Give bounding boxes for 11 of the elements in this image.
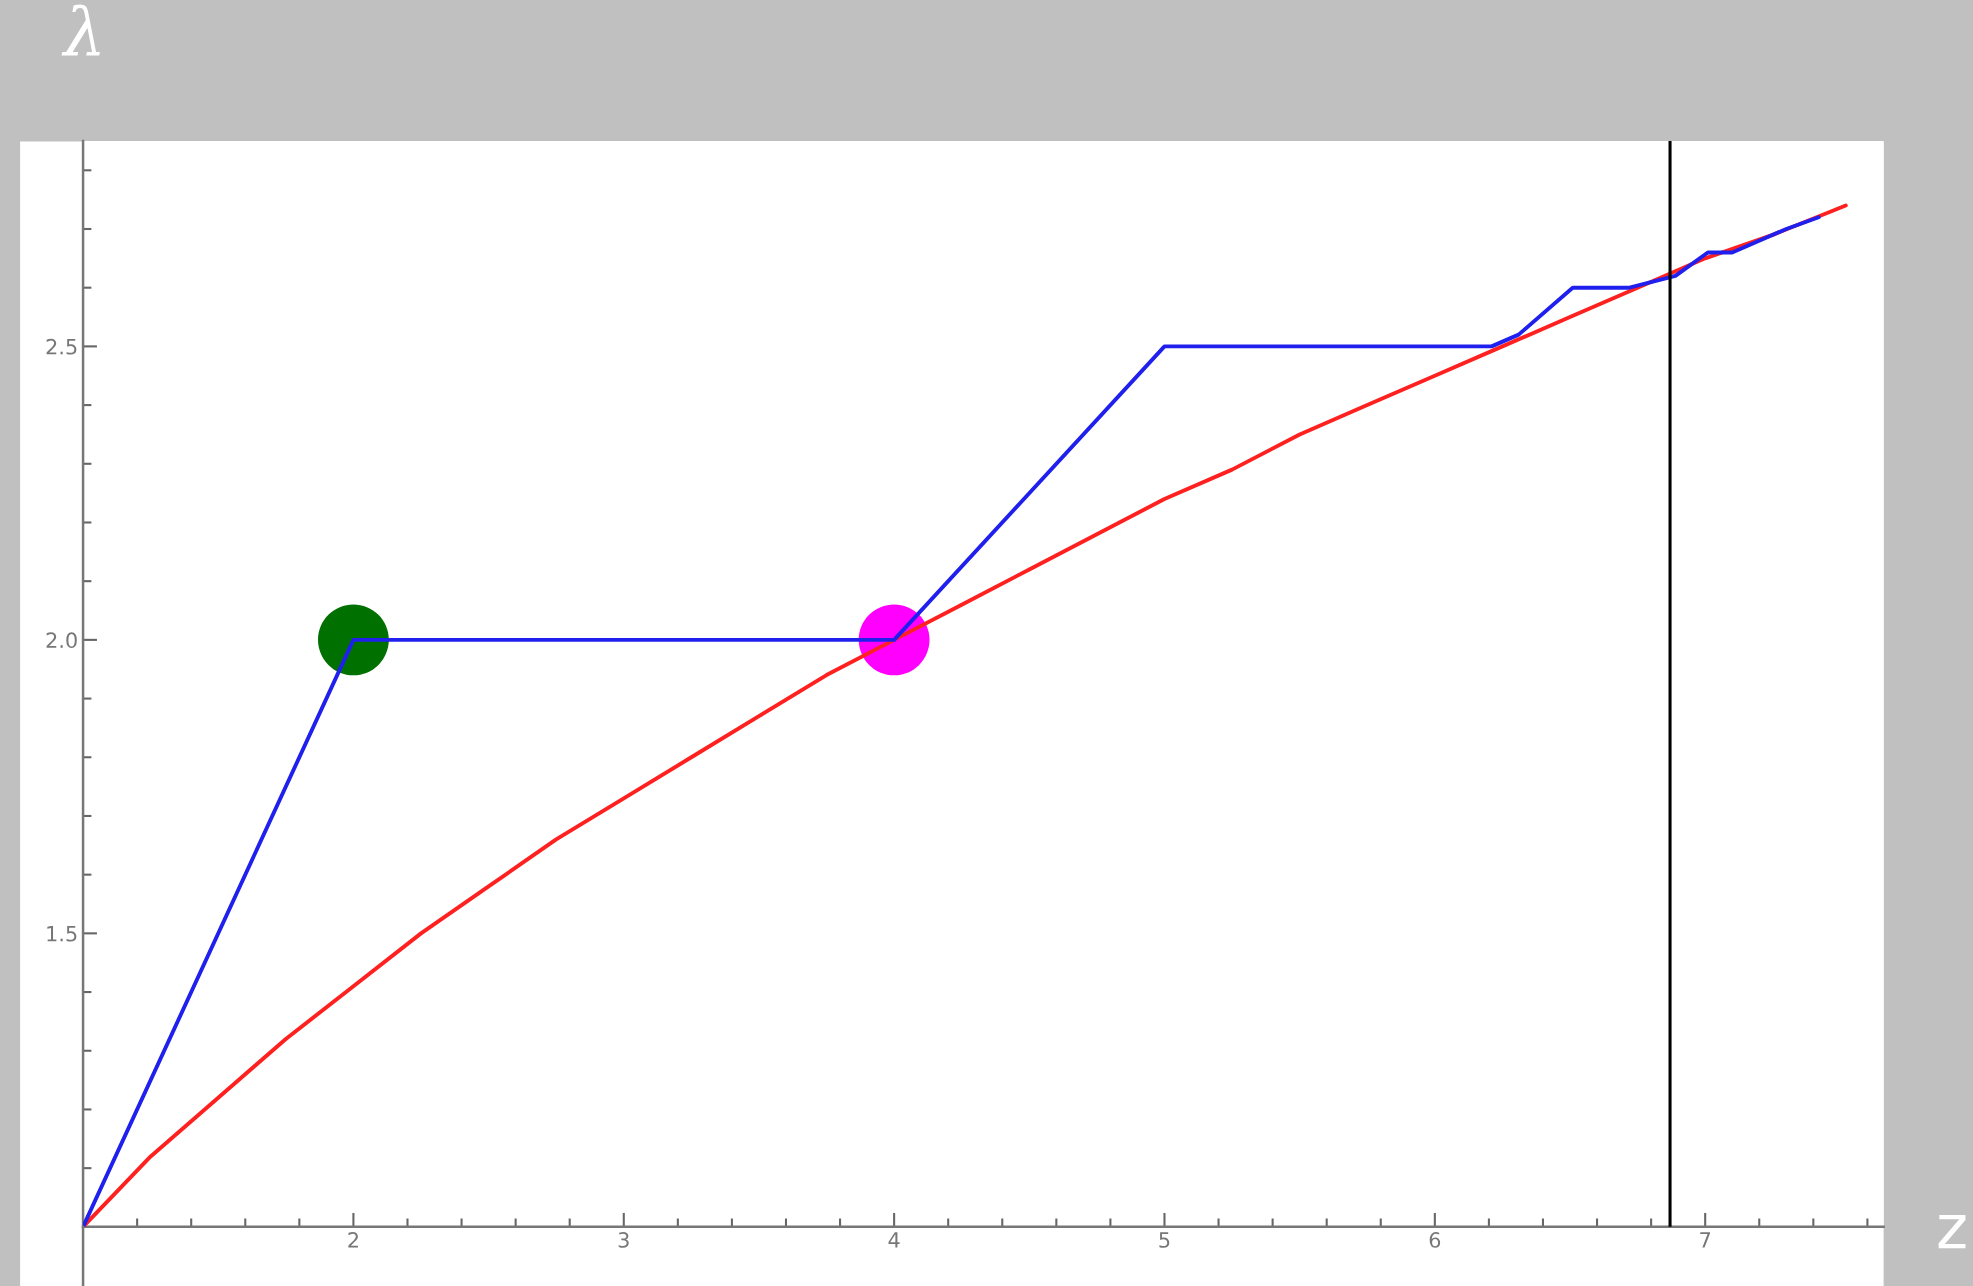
x-tick-label: 5: [1159, 1232, 1170, 1248]
x-tick-label: 7: [1700, 1232, 1711, 1248]
x-tick-label: 6: [1429, 1232, 1441, 1248]
y-tick-label: 2.5: [46, 338, 77, 355]
y-tick-label: 2.0: [46, 632, 77, 649]
y-axis-title: λ: [61, 4, 100, 56]
x-tick-label: 4: [888, 1232, 900, 1248]
x-tick-label: 3: [618, 1232, 629, 1248]
y-tick-label: 1.5: [47, 926, 77, 942]
x-axis-title: z: [1938, 1214, 1966, 1249]
x-tick-label: 2: [348, 1232, 358, 1248]
